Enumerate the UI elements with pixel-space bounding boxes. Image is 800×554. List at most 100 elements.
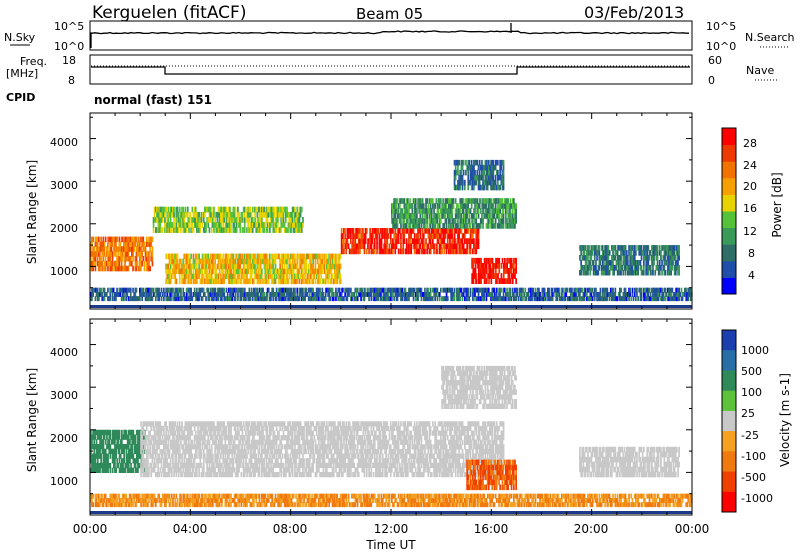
data-cell [660, 255, 662, 261]
data-cell [177, 263, 180, 270]
data-cell [322, 263, 325, 270]
data-cell [145, 439, 148, 445]
data-cell [129, 246, 132, 252]
data-cell [586, 250, 588, 256]
data-cell [551, 287, 554, 293]
data-cell [300, 278, 303, 285]
data-cell [288, 222, 291, 228]
data-cell [145, 287, 148, 293]
data-cell [663, 296, 666, 302]
data-cell [661, 287, 663, 293]
data-cell [591, 296, 594, 302]
data-cell [228, 278, 230, 285]
data-cell [281, 253, 284, 260]
data-cell [429, 238, 432, 244]
data-cell [576, 296, 579, 302]
data-cell [491, 169, 493, 176]
data-cell [243, 206, 246, 213]
data-cell [200, 258, 203, 265]
data-cell [462, 233, 465, 239]
data-cell [485, 268, 488, 274]
data-cell [204, 292, 206, 297]
data-cell [401, 296, 403, 302]
data-cell [450, 198, 452, 204]
data-cell [249, 222, 252, 228]
data-cell [274, 227, 277, 233]
data-cell [629, 250, 631, 256]
data-cell [308, 273, 311, 280]
data-cell [598, 265, 601, 271]
data-cell [143, 265, 146, 272]
data-cell [144, 421, 147, 427]
data-cell [129, 256, 132, 262]
data-cell [405, 198, 408, 204]
data-cell [295, 273, 297, 280]
data-cell [482, 208, 484, 214]
data-cell [158, 472, 161, 478]
data-cell [242, 296, 245, 302]
data-cell [338, 278, 341, 285]
data-cell [583, 292, 586, 297]
data-cell [160, 206, 163, 213]
data-cell [168, 278, 171, 285]
data-cell [215, 273, 218, 280]
data-cell [201, 211, 204, 218]
data-cell [137, 467, 139, 473]
data-cell [370, 233, 373, 239]
data-cell [300, 263, 303, 270]
data-cell [143, 260, 146, 267]
data-cell [140, 467, 142, 473]
data-cell [613, 265, 615, 271]
data-cell [589, 250, 592, 256]
data-cell [249, 278, 252, 285]
data-cell [292, 296, 295, 302]
data-cell [180, 227, 182, 233]
data-cell [164, 206, 166, 213]
data-cell [614, 255, 617, 261]
data-cell [346, 292, 349, 297]
data-cell [102, 434, 105, 440]
data-cell [110, 246, 113, 252]
data-cell [264, 253, 267, 260]
data-cell [332, 296, 335, 302]
data-cell [206, 217, 208, 223]
data-cell [267, 222, 270, 228]
data-cell [245, 253, 247, 260]
data-cell [408, 233, 410, 239]
data-cell [93, 467, 96, 473]
data-cell [197, 227, 199, 233]
data-cell [259, 263, 262, 270]
data-cell [673, 245, 676, 251]
data-cell [90, 444, 92, 450]
data-cell [178, 222, 181, 228]
data-cell [483, 198, 486, 204]
data-cell [306, 253, 309, 260]
data-cell [292, 222, 295, 228]
data-cell [472, 223, 474, 229]
data-cell [295, 217, 297, 223]
data-cell [122, 448, 124, 454]
data-cell [205, 273, 207, 280]
data-cell [140, 472, 142, 478]
data-cell [171, 273, 173, 280]
data-cell [157, 453, 159, 459]
data-cell [515, 263, 517, 269]
data-cell [360, 287, 362, 293]
power-colorbar-segment [722, 144, 736, 162]
data-cell [91, 444, 93, 450]
data-cell [141, 251, 143, 257]
data-cell [257, 253, 260, 260]
data-cell [173, 273, 175, 280]
data-cell [351, 228, 353, 234]
data-cell [124, 467, 127, 473]
data-cell [417, 198, 419, 204]
data-cell [350, 238, 352, 244]
data-cell [397, 292, 400, 297]
data-cell [93, 462, 96, 469]
data-cell [479, 278, 481, 284]
data-cell [502, 268, 505, 274]
data-cell [118, 448, 121, 454]
data-cell [508, 296, 511, 302]
data-cell [433, 292, 435, 297]
data-cell [126, 241, 129, 247]
